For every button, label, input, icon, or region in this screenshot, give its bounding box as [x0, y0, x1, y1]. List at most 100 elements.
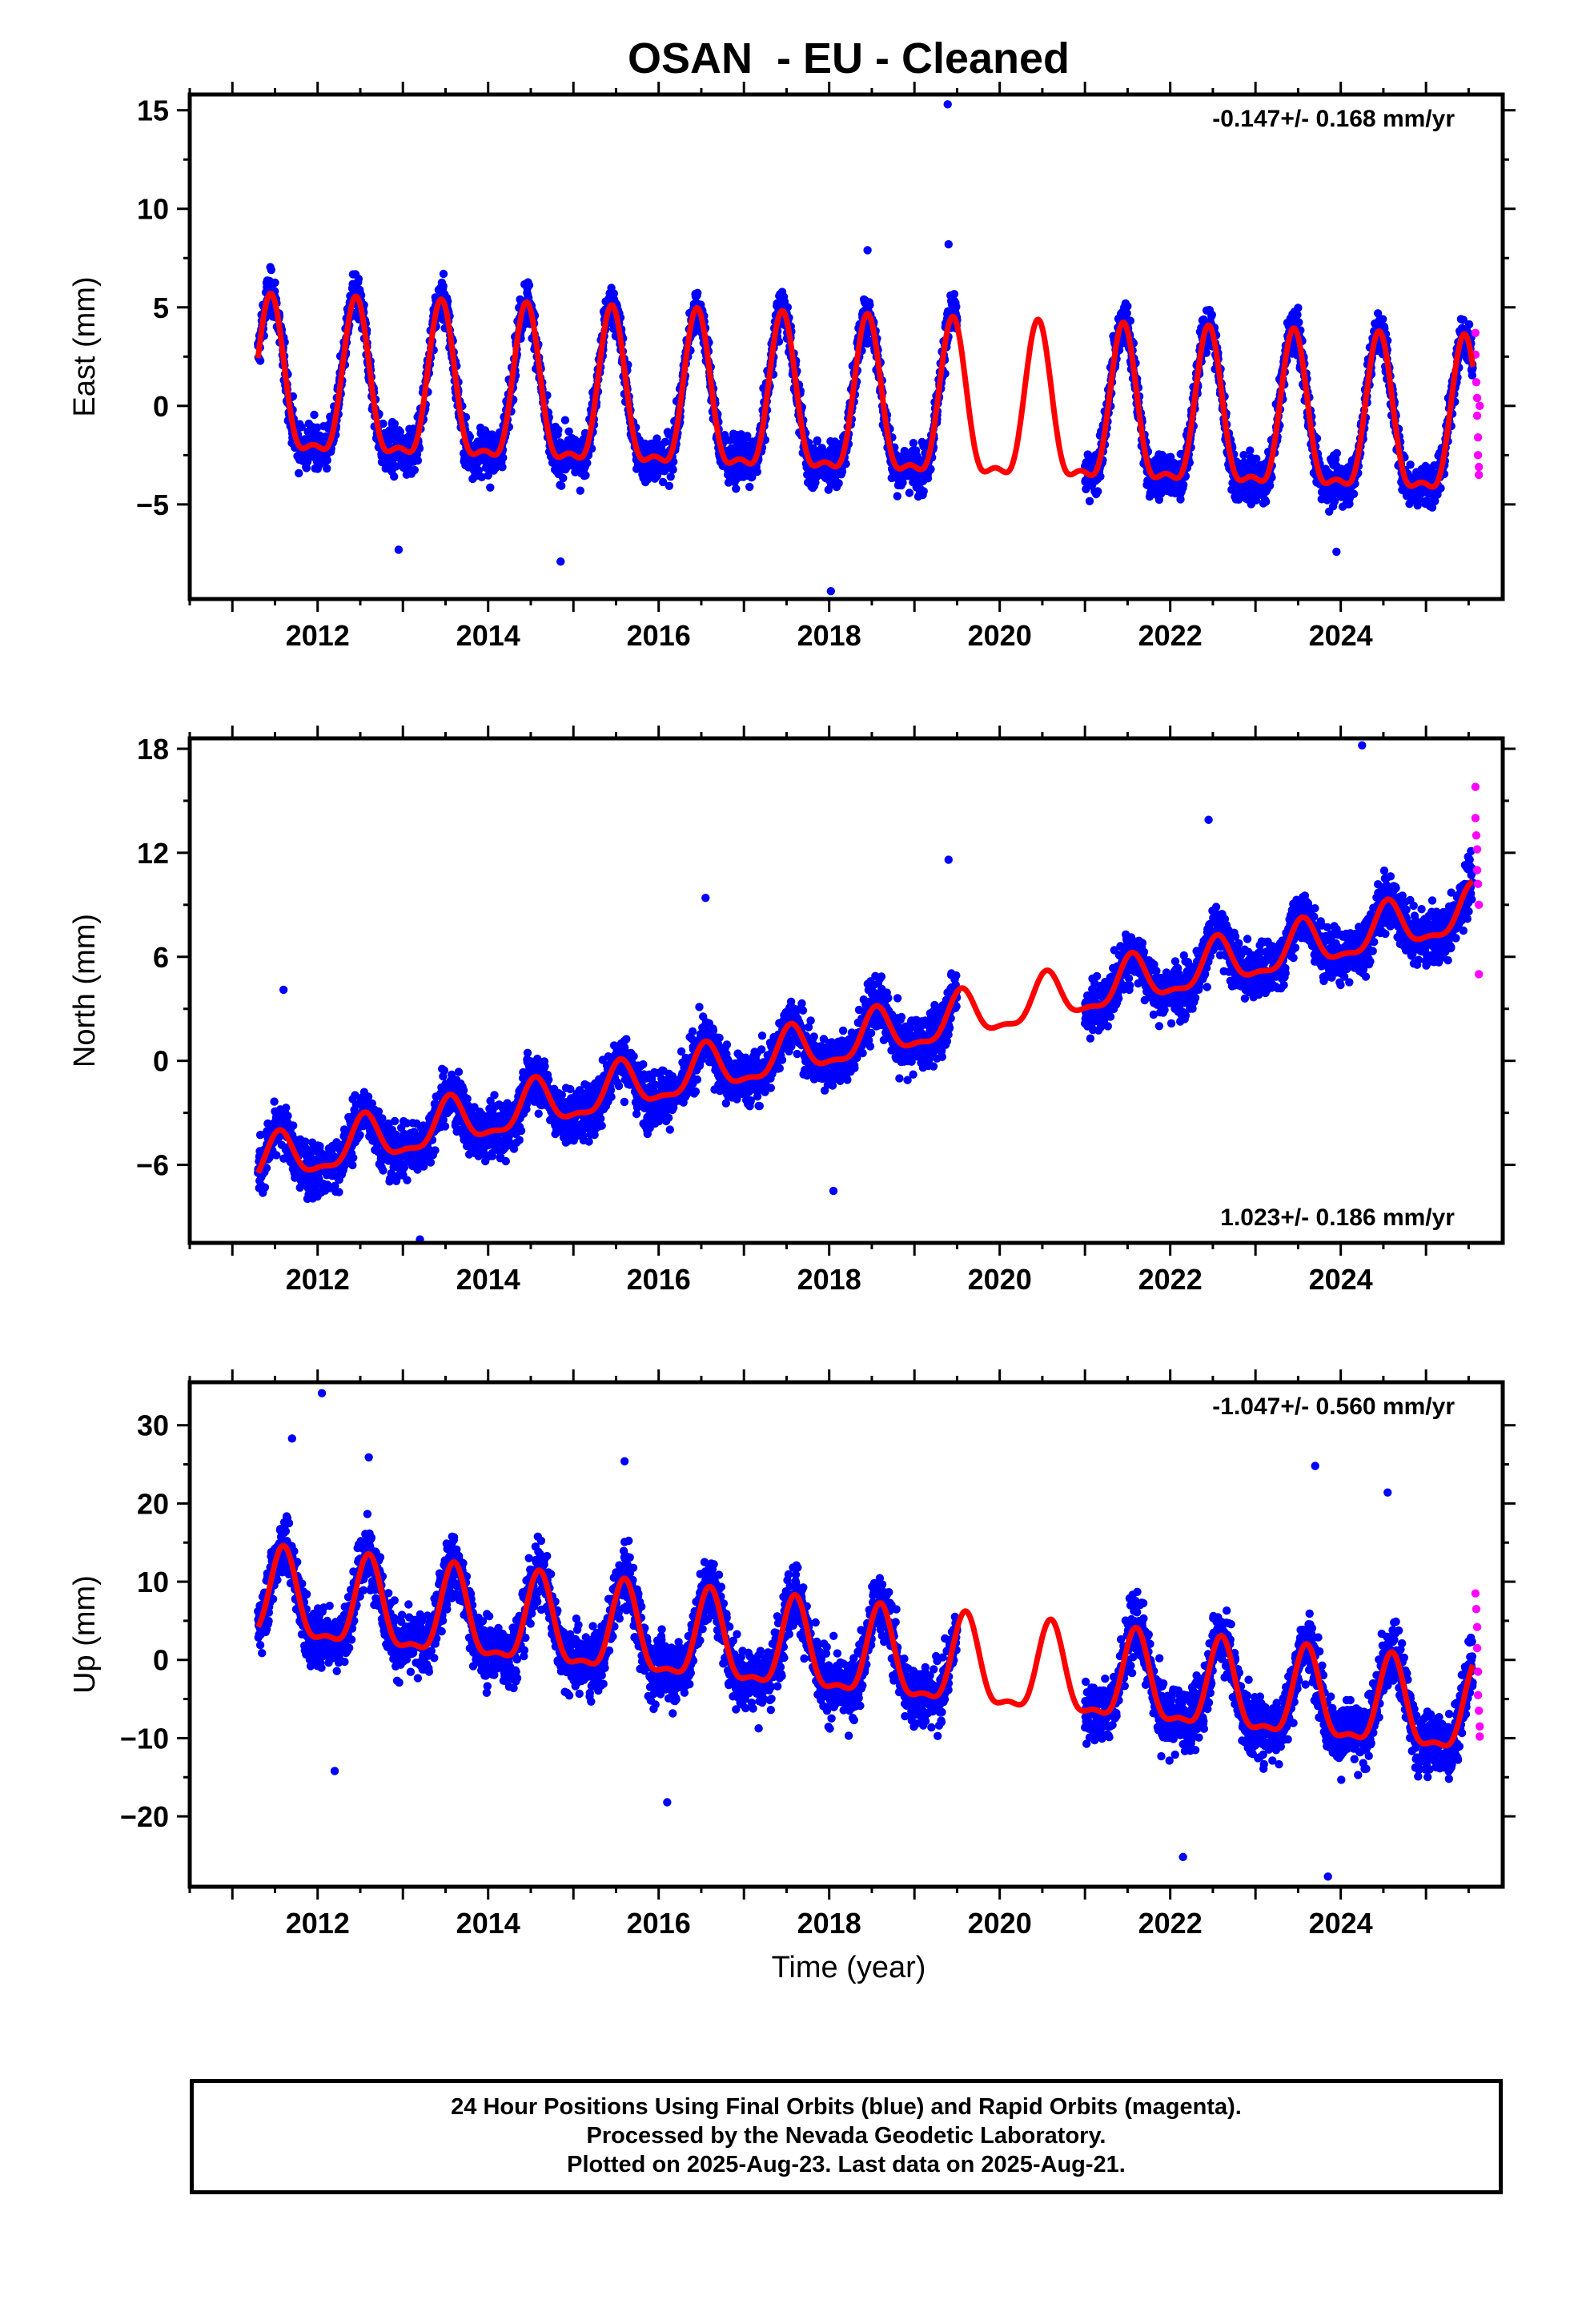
final-orbit-point — [564, 427, 573, 436]
x-tick-label: 2016 — [627, 619, 691, 652]
final-orbit-point — [952, 302, 961, 312]
final-orbit-point — [255, 356, 265, 365]
final-orbit-point — [745, 482, 754, 492]
final-orbit-point — [1332, 448, 1342, 458]
x-tick-label: 2020 — [968, 619, 1032, 652]
outlier-point — [394, 545, 404, 554]
final-orbit-point — [267, 265, 275, 275]
final-orbit-point — [1379, 315, 1387, 324]
final-orbit-point — [283, 1112, 292, 1120]
final-orbit-point — [499, 453, 508, 462]
final-orbit-point — [837, 467, 847, 476]
final-orbit-point — [865, 300, 874, 310]
x-tick-label: 2014 — [456, 619, 520, 652]
final-orbit-point — [1176, 495, 1185, 504]
final-orbit-point — [491, 464, 500, 472]
final-orbit-point — [576, 486, 584, 495]
final-orbit-point — [1085, 497, 1094, 505]
final-orbit-point — [1246, 446, 1255, 455]
final-orbit-point — [1207, 310, 1217, 320]
x-tick-label: 2018 — [797, 619, 861, 652]
outlier-point — [1332, 547, 1341, 557]
panel-north: 2012 2014 2016 2018 2020 2022 2024−6061218Nort… — [68, 726, 1516, 1296]
rapid-orbit-point — [1472, 393, 1482, 403]
north-final-orbit-points — [254, 741, 1477, 1243]
final-orbit-point — [693, 288, 702, 297]
final-orbit-point — [559, 473, 568, 483]
outlier-point — [863, 246, 872, 255]
final-orbit-point — [1294, 304, 1303, 312]
final-orbit-point — [1464, 320, 1474, 329]
final-orbit-point — [1262, 497, 1271, 506]
panel-east: 2012 2014 2016 2018 2020 2022 2024−5051015East… — [68, 82, 1516, 652]
final-orbit-point — [282, 1104, 291, 1112]
y-tick-label: 10 — [137, 193, 169, 226]
final-orbit-point — [893, 492, 902, 501]
final-orbit-point — [323, 464, 331, 473]
rapid-orbit-point — [1476, 401, 1484, 411]
rapid-orbit-point — [1472, 378, 1481, 387]
final-orbit-point — [270, 1097, 279, 1106]
final-orbit-point — [379, 419, 387, 428]
y-tick-label: 0 — [153, 390, 169, 423]
final-orbit-point — [439, 269, 448, 279]
final-orbit-point — [297, 423, 306, 432]
final-orbit-point — [413, 456, 423, 465]
final-orbit-point — [1179, 480, 1188, 489]
final-orbit-point — [396, 428, 404, 436]
final-orbit-point — [271, 278, 279, 287]
final-orbit-point — [669, 465, 677, 474]
final-orbit-point — [1349, 489, 1359, 498]
final-orbit-point — [295, 468, 303, 478]
rapid-orbit-point — [1474, 470, 1484, 480]
final-orbit-point — [474, 466, 484, 475]
final-orbit-point — [410, 465, 419, 475]
final-orbit-point — [1406, 460, 1415, 469]
rapid-orbit-point — [1471, 328, 1480, 337]
rapid-orbit-point — [1472, 411, 1482, 420]
final-orbit-point — [498, 463, 507, 472]
rapid-orbit-point — [1473, 433, 1483, 442]
final-orbit-point — [1123, 302, 1132, 311]
final-orbit-point — [1094, 487, 1102, 496]
final-orbit-point — [272, 1151, 281, 1160]
final-orbit-point — [583, 459, 592, 468]
final-orbit-point — [390, 472, 399, 481]
final-orbit-point — [477, 472, 486, 481]
rapid-orbit-point — [1473, 451, 1483, 460]
outlier-point — [556, 557, 565, 566]
y-tick-label: 15 — [137, 94, 169, 127]
final-orbit-point — [923, 474, 933, 483]
final-orbit-point — [323, 456, 331, 464]
x-tick-label: 2024 — [1309, 619, 1373, 652]
east-frame — [187, 92, 1505, 601]
final-orbit-point — [310, 410, 319, 420]
final-orbit-point — [950, 290, 959, 299]
final-orbit-point — [524, 281, 534, 290]
outlier-point — [944, 239, 953, 249]
east-y-axis-label: East (mm) — [68, 276, 102, 416]
final-orbit-point — [557, 481, 566, 490]
final-orbit-point — [919, 487, 928, 496]
east-rate-label: -0.147+/- 0.168 mm/yr — [1212, 106, 1455, 132]
y-tick-label: 5 — [153, 292, 169, 324]
east-final-orbit-points — [254, 100, 1477, 596]
east-data-area — [254, 100, 1484, 596]
final-orbit-point — [834, 479, 843, 488]
final-orbit-point — [302, 464, 311, 472]
rapid-orbit-point — [1474, 462, 1484, 472]
final-orbit-point — [813, 436, 821, 445]
final-orbit-point — [753, 467, 761, 476]
north-data-area — [254, 741, 1484, 1243]
x-tick-label: 2012 — [286, 619, 350, 652]
final-orbit-point — [439, 282, 448, 291]
final-orbit-point — [1265, 481, 1275, 490]
y-tick-label: −5 — [136, 489, 169, 521]
outlier-point — [943, 100, 952, 109]
final-orbit-point — [732, 485, 741, 493]
final-orbit-point — [560, 416, 570, 424]
final-orbit-point — [1295, 318, 1303, 327]
final-orbit-point — [313, 423, 322, 432]
